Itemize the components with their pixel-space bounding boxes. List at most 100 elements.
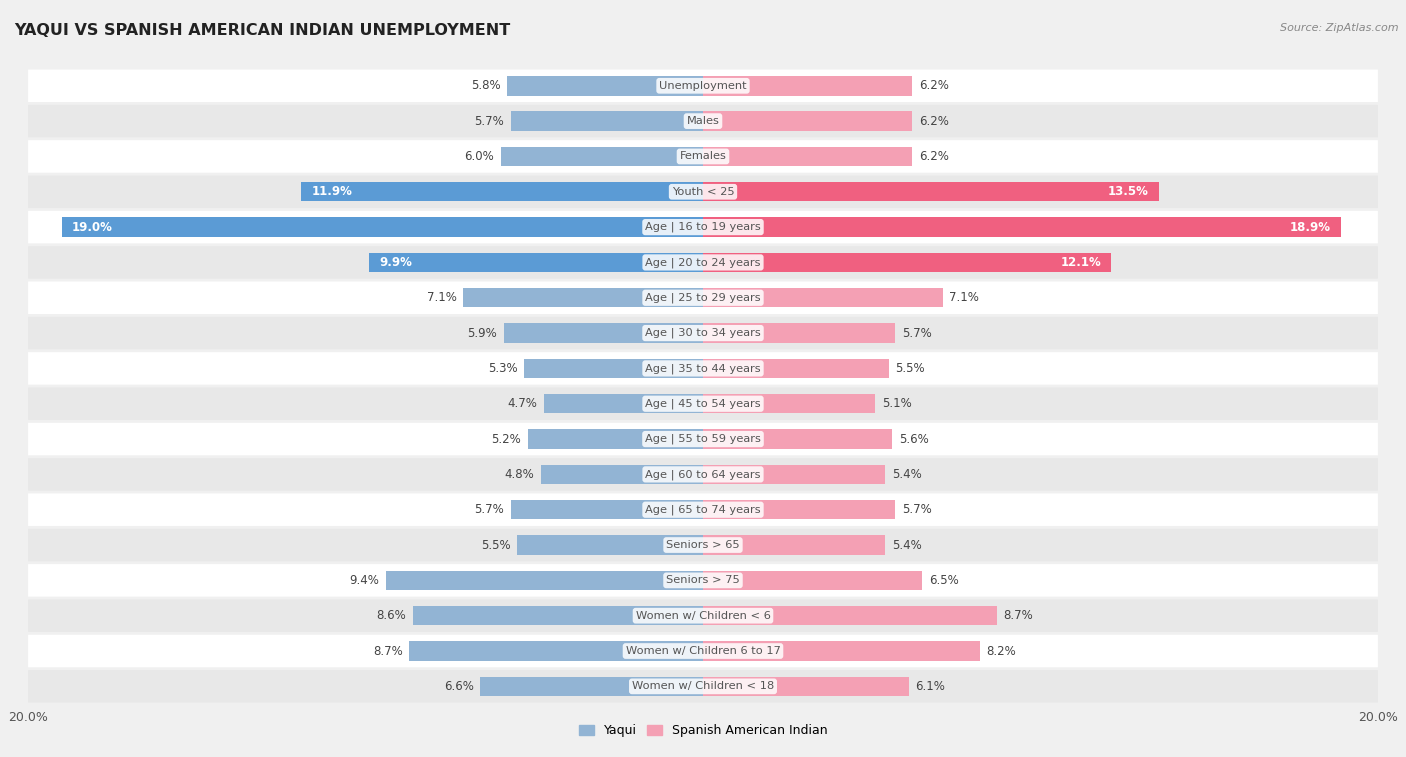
Text: 6.2%: 6.2% (920, 114, 949, 128)
Text: Age | 25 to 29 years: Age | 25 to 29 years (645, 292, 761, 303)
Text: 6.2%: 6.2% (920, 150, 949, 163)
Text: Age | 16 to 19 years: Age | 16 to 19 years (645, 222, 761, 232)
Text: Age | 35 to 44 years: Age | 35 to 44 years (645, 363, 761, 374)
Bar (510, 111, 703, 131)
FancyBboxPatch shape (28, 140, 1378, 173)
Bar (503, 323, 703, 343)
Text: 9.4%: 9.4% (349, 574, 380, 587)
Text: 11.9%: 11.9% (312, 185, 353, 198)
Text: 7.1%: 7.1% (949, 291, 979, 304)
FancyBboxPatch shape (28, 352, 1378, 385)
Legend: Yaqui, Spanish American Indian: Yaqui, Spanish American Indian (574, 719, 832, 743)
Text: 19.0%: 19.0% (72, 220, 112, 234)
Text: 5.7%: 5.7% (903, 326, 932, 340)
FancyBboxPatch shape (28, 529, 1378, 561)
Text: 5.4%: 5.4% (891, 468, 922, 481)
Bar (544, 394, 703, 413)
Text: Age | 45 to 54 years: Age | 45 to 54 years (645, 398, 761, 409)
Bar (508, 76, 703, 95)
Text: Women w/ Children 6 to 17: Women w/ Children 6 to 17 (626, 646, 780, 656)
Text: Age | 30 to 34 years: Age | 30 to 34 years (645, 328, 761, 338)
Text: 5.7%: 5.7% (474, 114, 503, 128)
Bar (510, 500, 703, 519)
Text: Unemployment: Unemployment (659, 81, 747, 91)
Text: 8.6%: 8.6% (377, 609, 406, 622)
FancyBboxPatch shape (28, 211, 1378, 243)
FancyBboxPatch shape (28, 246, 1378, 279)
Bar (703, 76, 912, 95)
Text: YAQUI VS SPANISH AMERICAN INDIAN UNEMPLOYMENT: YAQUI VS SPANISH AMERICAN INDIAN UNEMPLO… (14, 23, 510, 38)
Text: 12.1%: 12.1% (1060, 256, 1101, 269)
Bar (703, 641, 980, 661)
Text: 6.1%: 6.1% (915, 680, 945, 693)
Text: 7.1%: 7.1% (427, 291, 457, 304)
Text: Seniors > 65: Seniors > 65 (666, 540, 740, 550)
Bar (481, 677, 703, 696)
Bar (541, 465, 703, 484)
Bar (703, 394, 875, 413)
Text: 9.9%: 9.9% (380, 256, 412, 269)
Bar (703, 323, 896, 343)
Bar (703, 147, 912, 167)
FancyBboxPatch shape (28, 388, 1378, 420)
FancyBboxPatch shape (28, 494, 1378, 526)
Bar (703, 677, 908, 696)
Text: 5.7%: 5.7% (903, 503, 932, 516)
Text: Source: ZipAtlas.com: Source: ZipAtlas.com (1281, 23, 1399, 33)
FancyBboxPatch shape (28, 635, 1378, 667)
Text: Women w/ Children < 18: Women w/ Children < 18 (631, 681, 775, 691)
Text: 5.8%: 5.8% (471, 79, 501, 92)
Text: Age | 65 to 74 years: Age | 65 to 74 years (645, 504, 761, 515)
Text: 13.5%: 13.5% (1108, 185, 1149, 198)
Text: 5.5%: 5.5% (481, 538, 510, 552)
Bar (301, 182, 703, 201)
FancyBboxPatch shape (28, 458, 1378, 491)
Bar (703, 253, 1111, 273)
FancyBboxPatch shape (28, 105, 1378, 137)
Bar (464, 288, 703, 307)
Text: Males: Males (686, 116, 720, 126)
Text: 8.7%: 8.7% (1004, 609, 1033, 622)
Text: Age | 60 to 64 years: Age | 60 to 64 years (645, 469, 761, 480)
Text: 18.9%: 18.9% (1289, 220, 1330, 234)
Bar (703, 500, 896, 519)
Bar (409, 641, 703, 661)
Bar (501, 147, 703, 167)
Text: 5.4%: 5.4% (891, 538, 922, 552)
Text: Seniors > 75: Seniors > 75 (666, 575, 740, 585)
FancyBboxPatch shape (28, 317, 1378, 349)
Text: 5.1%: 5.1% (882, 397, 911, 410)
Text: 8.2%: 8.2% (987, 644, 1017, 658)
Text: Age | 20 to 24 years: Age | 20 to 24 years (645, 257, 761, 268)
FancyBboxPatch shape (28, 564, 1378, 597)
Text: 5.9%: 5.9% (467, 326, 498, 340)
FancyBboxPatch shape (28, 600, 1378, 632)
Bar (517, 535, 703, 555)
Bar (703, 111, 912, 131)
Text: Females: Females (679, 151, 727, 161)
Text: 6.5%: 6.5% (929, 574, 959, 587)
Bar (703, 571, 922, 590)
Bar (703, 359, 889, 378)
Text: 5.7%: 5.7% (474, 503, 503, 516)
Text: 5.3%: 5.3% (488, 362, 517, 375)
Bar (703, 465, 886, 484)
FancyBboxPatch shape (28, 670, 1378, 702)
Text: 4.7%: 4.7% (508, 397, 537, 410)
Text: 5.6%: 5.6% (898, 432, 928, 446)
Text: 6.6%: 6.6% (444, 680, 474, 693)
FancyBboxPatch shape (28, 282, 1378, 314)
Bar (368, 253, 703, 273)
Text: Age | 55 to 59 years: Age | 55 to 59 years (645, 434, 761, 444)
FancyBboxPatch shape (28, 176, 1378, 208)
Text: Youth < 25: Youth < 25 (672, 187, 734, 197)
Bar (703, 535, 886, 555)
Bar (703, 429, 891, 449)
Text: Women w/ Children < 6: Women w/ Children < 6 (636, 611, 770, 621)
Bar (703, 288, 942, 307)
Text: 4.8%: 4.8% (505, 468, 534, 481)
Text: 6.2%: 6.2% (920, 79, 949, 92)
FancyBboxPatch shape (28, 70, 1378, 102)
Bar (62, 217, 703, 237)
Text: 5.5%: 5.5% (896, 362, 925, 375)
